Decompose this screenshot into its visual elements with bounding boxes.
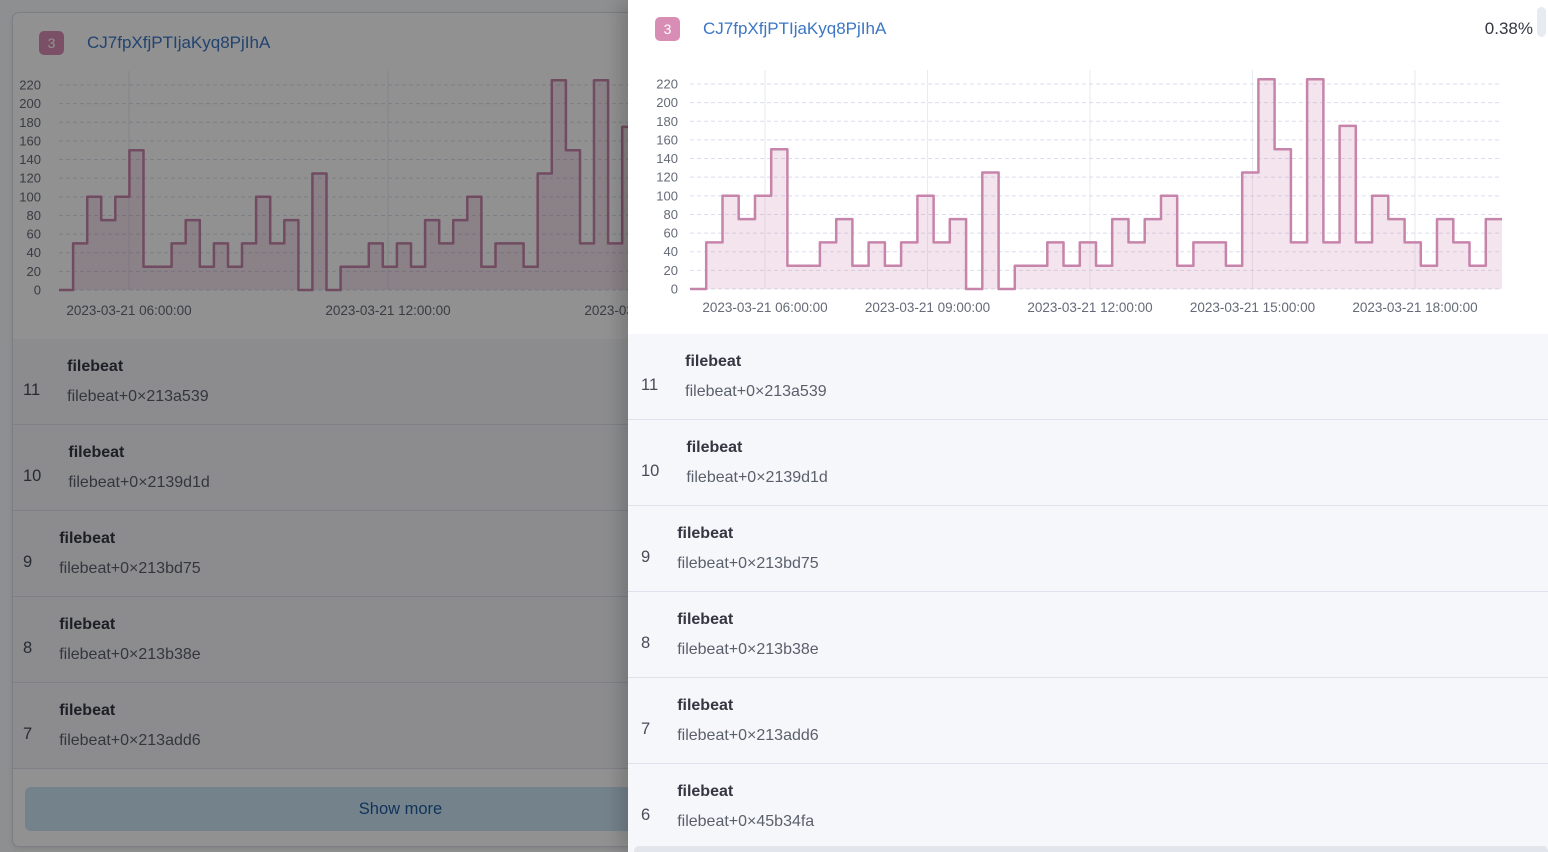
svg-text:2023-03-21 18:00:00: 2023-03-21 18:00:00 [1352, 300, 1477, 315]
trace-id-link[interactable]: CJ7fpXfjPTIjaKyq8PjIhA [703, 19, 887, 38]
frame-depth: 9 [23, 552, 33, 571]
svg-text:40: 40 [27, 245, 41, 260]
stack-frame-row[interactable]: 11 filebeat filebeat+0×213a539 [13, 339, 788, 425]
frame-executable-name: filebeat [677, 525, 734, 542]
stack-frame-row[interactable]: 7 filebeat filebeat+0×213add6 [628, 678, 1548, 764]
svg-text:0: 0 [34, 283, 41, 298]
stack-frame-row[interactable]: 9 filebeat filebeat+0×213bd75 [13, 511, 788, 597]
frame-symbol: filebeat+0×213add6 [677, 727, 819, 744]
svg-text:0: 0 [671, 282, 678, 297]
frame-executable-name: filebeat [685, 353, 742, 370]
svg-text:40: 40 [664, 244, 678, 259]
frame-executable-name: filebeat [677, 783, 734, 800]
stack-frame-row[interactable]: 6 filebeat filebeat+0×45b34fa [628, 764, 1548, 850]
svg-text:2023-03-21 09:00:00: 2023-03-21 09:00:00 [865, 300, 990, 315]
frame-symbol: filebeat+0×2139d1d [686, 469, 828, 486]
frame-text: filebeat filebeat+0×213a539 [685, 351, 826, 419]
frame-text: filebeat filebeat+0×213b38e [677, 609, 818, 677]
frame-symbol: filebeat+0×45b34fa [677, 813, 815, 830]
stack-frame-row[interactable]: 8 filebeat filebeat+0×213b38e [13, 597, 788, 683]
partial-next-element[interactable] [634, 846, 1548, 852]
stack-frame-row[interactable]: 7 filebeat filebeat+0×213add6 [13, 683, 788, 769]
stack-frame-row[interactable]: 10 filebeat filebeat+0×2139d1d [628, 420, 1548, 506]
trace-id-link[interactable]: CJ7fpXfjPTIjaKyq8PjIhA [87, 33, 271, 52]
frame-symbol: filebeat+0×213bd75 [677, 555, 819, 572]
stack-frame-row[interactable]: 10 filebeat filebeat+0×2139d1d [13, 425, 788, 511]
frame-text: filebeat filebeat+0×45b34fa [677, 781, 814, 850]
frame-executable-name: filebeat [68, 444, 125, 461]
frame-text: filebeat filebeat+0×213a539 [67, 356, 208, 424]
frame-depth: 7 [23, 724, 33, 743]
flyout-header: 3 CJ7fpXfjPTIjaKyq8PjIhA 0.38% [655, 17, 1533, 41]
svg-text:160: 160 [656, 132, 678, 147]
svg-text:180: 180 [19, 115, 41, 130]
trace-card-header: 3 CJ7fpXfjPTIjaKyq8PjIhA [39, 31, 772, 55]
svg-text:200: 200 [19, 96, 41, 111]
svg-text:200: 200 [656, 95, 678, 110]
svg-text:20: 20 [27, 264, 41, 279]
trace-percentage: 0.38% [1484, 19, 1533, 38]
svg-text:100: 100 [19, 189, 41, 204]
frame-depth: 11 [23, 380, 41, 399]
frame-symbol: filebeat+0×213a539 [685, 383, 827, 400]
svg-text:20: 20 [664, 263, 678, 278]
frame-text: filebeat filebeat+0×213add6 [677, 695, 818, 763]
frame-depth: 9 [641, 547, 651, 566]
stack-frame-row[interactable]: 11 filebeat filebeat+0×213a539 [628, 334, 1548, 420]
svg-text:220: 220 [19, 78, 41, 93]
frame-depth: 10 [23, 466, 42, 485]
frame-depth: 11 [641, 375, 659, 394]
frame-executable-name: filebeat [67, 358, 124, 375]
svg-text:140: 140 [656, 151, 678, 166]
svg-text:120: 120 [656, 170, 678, 185]
frame-symbol: filebeat+0×2139d1d [68, 474, 210, 491]
frame-text: filebeat filebeat+0×213bd75 [677, 523, 818, 591]
svg-text:220: 220 [656, 77, 678, 92]
svg-text:2023-03-21 15:00:00: 2023-03-21 15:00:00 [1190, 300, 1315, 315]
frame-executable-name: filebeat [677, 611, 734, 628]
frame-depth: 8 [23, 638, 33, 657]
svg-text:180: 180 [656, 114, 678, 129]
svg-text:2023-03-21 06:00:00: 2023-03-21 06:00:00 [702, 300, 827, 315]
trace-details-flyout: 3 CJ7fpXfjPTIjaKyq8PjIhA 0.38% 2023-03-2… [628, 0, 1548, 852]
stack-frame-row[interactable]: 9 filebeat filebeat+0×213bd75 [628, 506, 1548, 592]
svg-text:80: 80 [664, 207, 678, 222]
frame-symbol: filebeat+0×213b38e [59, 646, 201, 663]
svg-text:140: 140 [19, 152, 41, 167]
svg-text:2023-03-21 12:00:00: 2023-03-21 12:00:00 [1027, 300, 1152, 315]
frame-depth: 8 [641, 633, 651, 652]
frame-depth: 10 [641, 461, 660, 480]
trace-rank-badge: 3 [39, 31, 64, 55]
frame-text: filebeat filebeat+0×2139d1d [68, 442, 209, 510]
stack-frames-list: 11 filebeat filebeat+0×213a539 10 filebeat fi… [628, 334, 1548, 852]
frame-text: filebeat filebeat+0×2139d1d [686, 437, 827, 505]
svg-text:60: 60 [664, 226, 678, 241]
stack-frame-row[interactable]: 8 filebeat filebeat+0×213b38e [628, 592, 1548, 678]
frame-executable-name: filebeat [677, 697, 734, 714]
svg-text:80: 80 [27, 208, 41, 223]
svg-text:2023-03-21 06:00:00: 2023-03-21 06:00:00 [66, 303, 191, 318]
frame-executable-name: filebeat [59, 616, 116, 633]
svg-text:120: 120 [19, 171, 41, 186]
svg-text:2023-03-21 12:00:00: 2023-03-21 12:00:00 [325, 303, 450, 318]
frame-symbol: filebeat+0×213bd75 [59, 560, 201, 577]
frame-symbol: filebeat+0×213a539 [67, 388, 209, 405]
frame-symbol: filebeat+0×213b38e [677, 641, 819, 658]
frame-symbol: filebeat+0×213add6 [59, 732, 201, 749]
frame-executable-name: filebeat [686, 439, 743, 456]
scrollbar-thumb[interactable] [1537, 7, 1546, 37]
svg-text:160: 160 [19, 133, 41, 148]
frame-depth: 7 [641, 719, 651, 738]
frame-executable-name: filebeat [59, 702, 116, 719]
frame-depth: 6 [641, 806, 651, 824]
frame-executable-name: filebeat [59, 530, 116, 547]
svg-text:60: 60 [27, 227, 41, 242]
frame-text: filebeat filebeat+0×213b38e [59, 614, 200, 682]
frame-text: filebeat filebeat+0×213add6 [59, 700, 200, 768]
svg-text:100: 100 [656, 188, 678, 203]
frame-text: filebeat filebeat+0×213bd75 [59, 528, 200, 596]
trace-rank-badge: 3 [655, 17, 680, 41]
samples-histogram-chart[interactable]: 2023-03-21 06:00:00 2023-03-21 09:00:00 20… [628, 58, 1548, 320]
